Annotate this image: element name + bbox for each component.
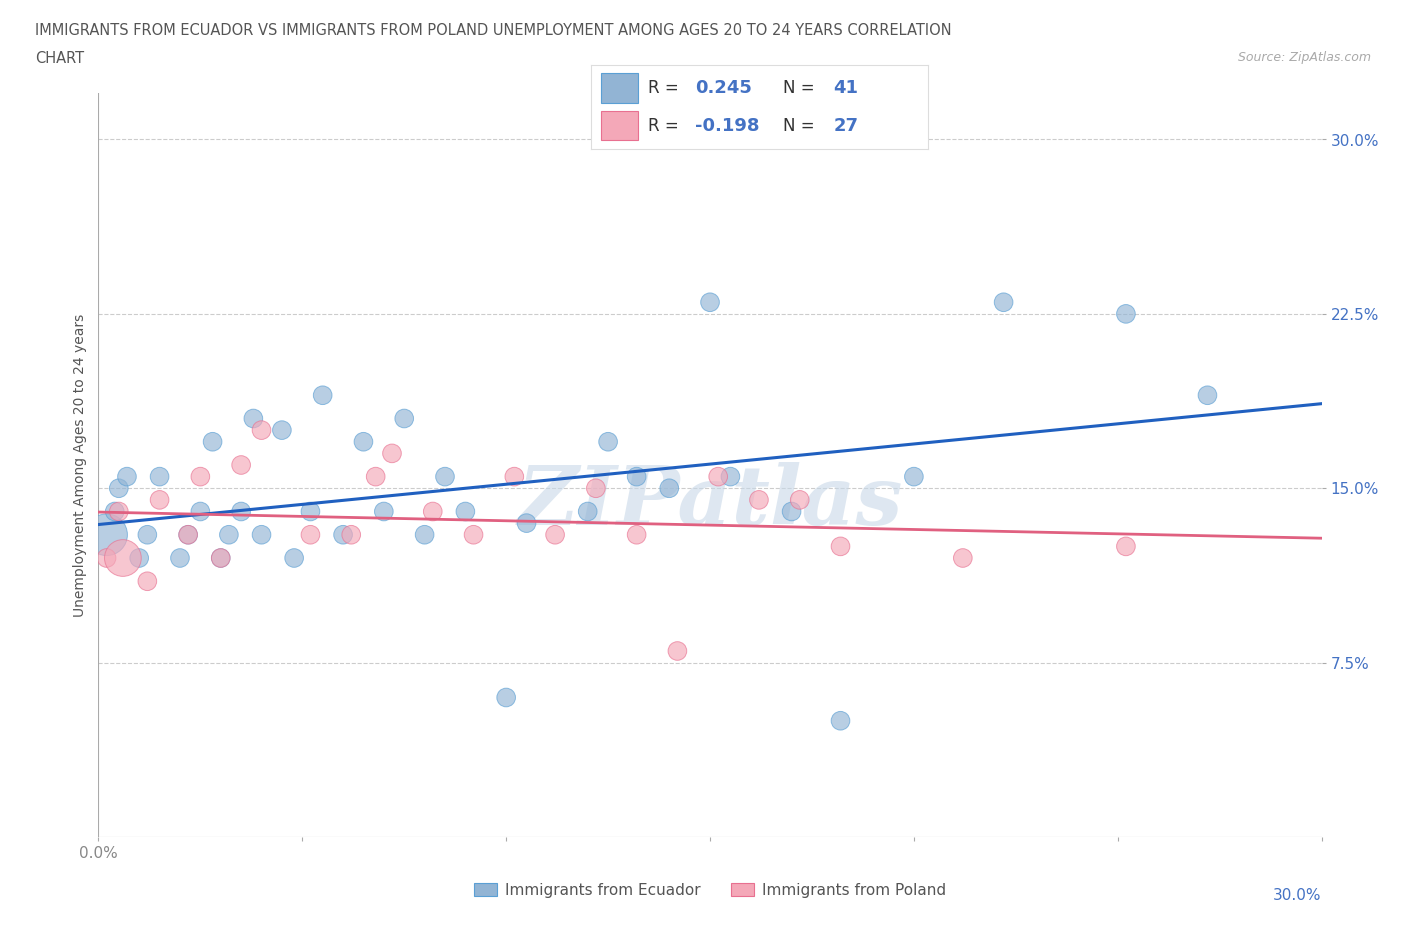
Point	[993, 295, 1015, 310]
Bar	[600, 73, 638, 103]
Bar	[600, 112, 638, 140]
Point	[209, 551, 232, 565]
Point	[598, 434, 620, 449]
Point	[218, 527, 240, 542]
Legend: Immigrants from Ecuador, Immigrants from Poland: Immigrants from Ecuador, Immigrants from…	[468, 876, 952, 904]
Point	[626, 527, 648, 542]
Point	[544, 527, 567, 542]
Point	[585, 481, 607, 496]
Point	[128, 551, 150, 565]
Text: 27: 27	[834, 117, 859, 135]
Point	[463, 527, 485, 542]
Point	[149, 469, 172, 484]
Point	[332, 527, 354, 542]
Point	[658, 481, 681, 496]
Point	[209, 551, 232, 565]
Text: N =: N =	[783, 79, 820, 97]
Text: Source: ZipAtlas.com: Source: ZipAtlas.com	[1237, 51, 1371, 64]
Point	[373, 504, 395, 519]
Point	[188, 469, 212, 484]
Point	[413, 527, 436, 542]
Point	[699, 295, 721, 310]
Point	[952, 551, 974, 565]
Point	[1115, 307, 1137, 322]
Point	[312, 388, 335, 403]
Point	[495, 690, 517, 705]
Point	[283, 551, 305, 565]
Point	[136, 527, 159, 542]
Point	[352, 434, 374, 449]
Point	[231, 458, 253, 472]
Point	[780, 504, 803, 519]
Point	[270, 422, 294, 438]
Point	[392, 411, 416, 426]
Text: ZIPatlas: ZIPatlas	[517, 462, 903, 542]
Point	[104, 504, 127, 519]
Point	[576, 504, 599, 519]
Point	[903, 469, 925, 484]
Point	[169, 551, 191, 565]
Text: N =: N =	[783, 117, 820, 135]
Point	[188, 504, 212, 519]
Y-axis label: Unemployment Among Ages 20 to 24 years: Unemployment Among Ages 20 to 24 years	[73, 313, 87, 617]
Point	[242, 411, 264, 426]
Text: R =: R =	[648, 79, 683, 97]
Point	[830, 713, 852, 728]
Point	[789, 493, 811, 508]
Text: IMMIGRANTS FROM ECUADOR VS IMMIGRANTS FROM POLAND UNEMPLOYMENT AMONG AGES 20 TO : IMMIGRANTS FROM ECUADOR VS IMMIGRANTS FR…	[35, 23, 952, 38]
Point	[454, 504, 477, 519]
Text: 0.245: 0.245	[695, 79, 752, 97]
Point	[299, 527, 322, 542]
Point	[748, 493, 770, 508]
Point	[364, 469, 387, 484]
Text: -0.198: -0.198	[695, 117, 759, 135]
Point	[96, 551, 118, 565]
Text: 30.0%: 30.0%	[1274, 888, 1322, 903]
Point	[434, 469, 457, 484]
Point	[250, 527, 273, 542]
Point	[516, 515, 538, 530]
Point	[1197, 388, 1219, 403]
Point	[626, 469, 648, 484]
Point	[201, 434, 224, 449]
Point	[96, 527, 118, 542]
Point	[1115, 539, 1137, 554]
Point	[299, 504, 322, 519]
Point	[149, 493, 172, 508]
Point	[108, 504, 131, 519]
Point	[108, 481, 131, 496]
Point	[422, 504, 444, 519]
Point	[830, 539, 852, 554]
Text: R =: R =	[648, 117, 683, 135]
Point	[250, 422, 273, 438]
Point	[381, 445, 404, 460]
Text: CHART: CHART	[35, 51, 84, 66]
Text: 41: 41	[834, 79, 859, 97]
Point	[111, 551, 134, 565]
Point	[503, 469, 526, 484]
Point	[718, 469, 742, 484]
Point	[340, 527, 363, 542]
Point	[115, 469, 138, 484]
Point	[231, 504, 253, 519]
Point	[136, 574, 159, 589]
Point	[666, 644, 689, 658]
Point	[177, 527, 200, 542]
Point	[177, 527, 200, 542]
Point	[707, 469, 730, 484]
